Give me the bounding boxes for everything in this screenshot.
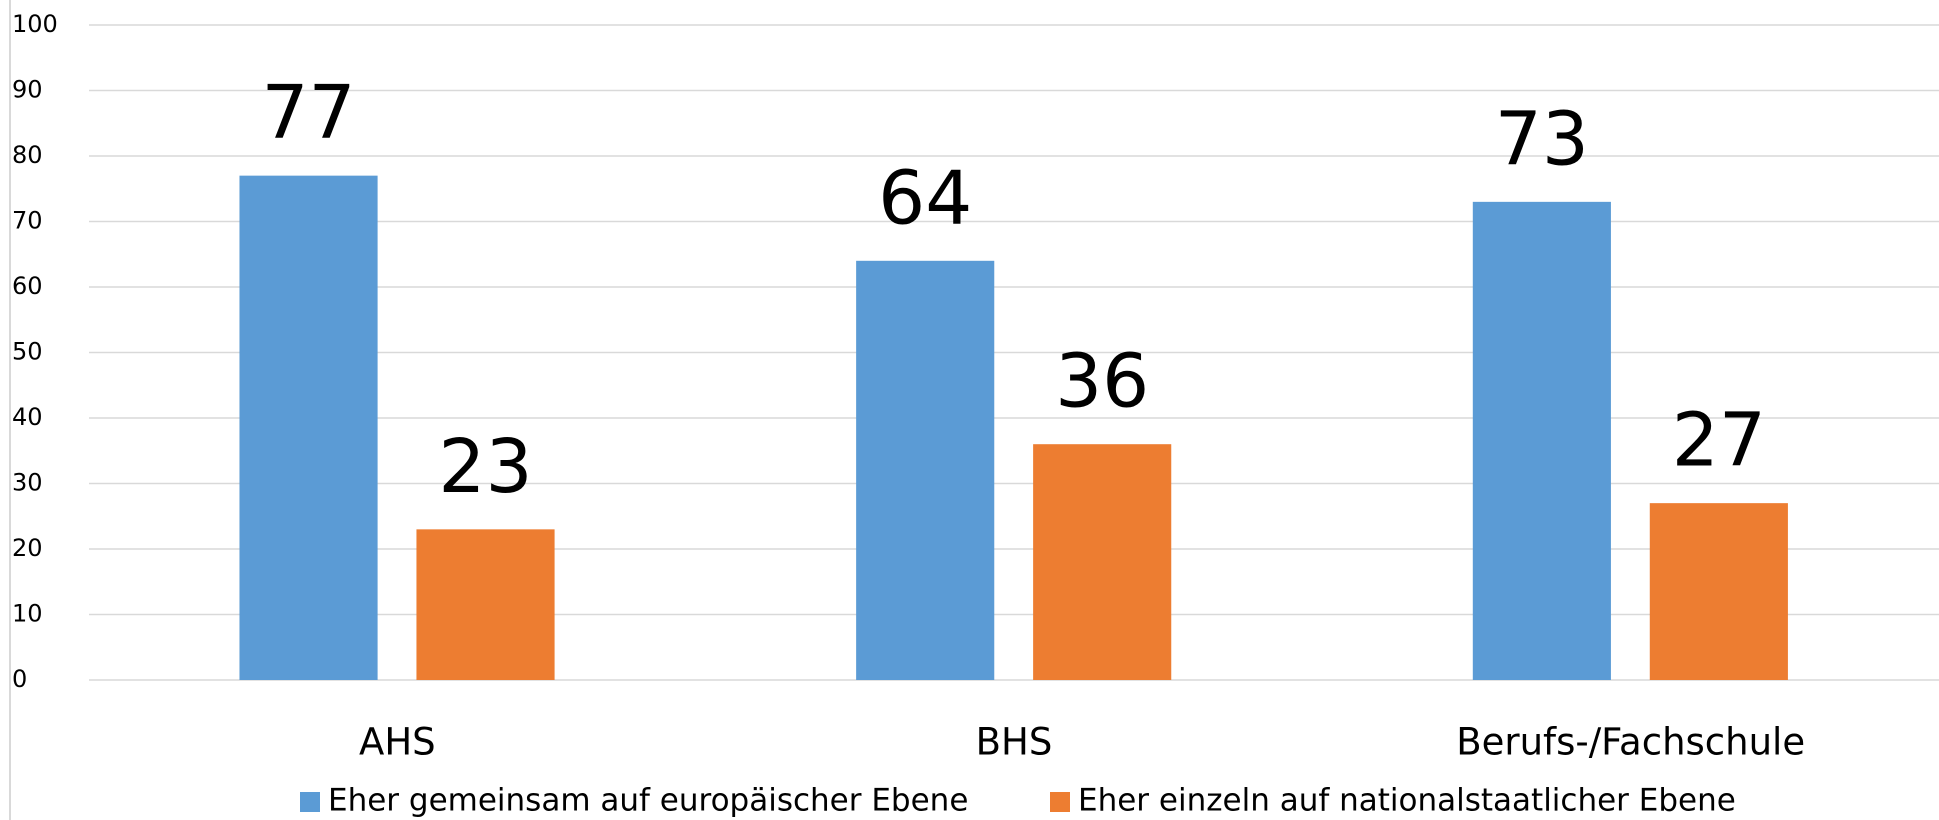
bar [239, 175, 378, 680]
x-tick-label: AHS [359, 721, 436, 764]
legend-swatch [300, 792, 320, 812]
bar [416, 529, 555, 680]
bar [856, 260, 995, 680]
data-label: 64 [878, 155, 972, 241]
x-tick-label: BHS [976, 721, 1053, 764]
data-label: 23 [438, 424, 532, 510]
legend-swatch [1050, 792, 1070, 812]
y-tick-label: 20 [12, 534, 43, 562]
y-tick-label: 100 [12, 10, 58, 38]
y-tick-label: 30 [12, 469, 43, 497]
bar [1033, 444, 1172, 680]
legend-label: Eher gemeinsam auf europäischer Ebene [328, 783, 968, 819]
y-tick-label: 10 [12, 600, 43, 628]
bar [1649, 503, 1788, 680]
data-label: 27 [1672, 398, 1766, 484]
data-label: 73 [1495, 96, 1589, 182]
data-label: 36 [1055, 339, 1149, 425]
y-tick-label: 60 [12, 272, 43, 300]
y-tick-label: 90 [12, 76, 43, 104]
y-tick-label: 80 [12, 141, 43, 169]
y-tick-label: 70 [12, 207, 43, 235]
y-tick-label: 0 [12, 665, 27, 693]
y-tick-label: 40 [12, 403, 43, 431]
bar [1472, 201, 1611, 680]
x-tick-label: Berufs-/Fachschule [1456, 721, 1805, 764]
data-label: 77 [261, 70, 355, 156]
legend-label: Eher einzeln auf nationalstaatlicher Ebe… [1078, 783, 1736, 819]
y-tick-label: 50 [12, 338, 43, 366]
